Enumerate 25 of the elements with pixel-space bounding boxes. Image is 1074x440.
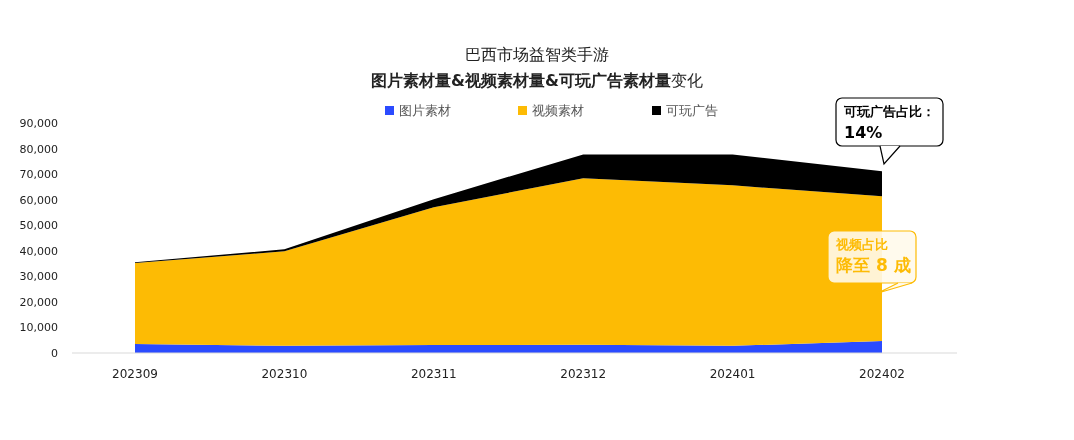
legend-label: 视频素材 bbox=[532, 103, 584, 118]
annotation: 视频占比 bbox=[835, 237, 888, 252]
y-tick-label: 70,000 bbox=[19, 168, 58, 182]
x-tick-label: 202401 bbox=[709, 367, 756, 381]
x-tick-label: 202309 bbox=[112, 367, 158, 381]
x-tick-label: 202310 bbox=[261, 367, 308, 381]
chart-title: 巴西市场益智类手游 bbox=[465, 45, 609, 64]
y-tick-label: 60,000 bbox=[19, 193, 58, 207]
annotation: 14% bbox=[844, 123, 883, 142]
y-tick-label: 50,000 bbox=[19, 219, 58, 233]
y-tick-label: 10,000 bbox=[19, 321, 58, 335]
y-tick-label: 90,000 bbox=[19, 117, 58, 130]
x-tick-label: 202311 bbox=[410, 367, 457, 381]
y-tick-label: 40,000 bbox=[19, 244, 58, 258]
y-tick-label: 20,000 bbox=[19, 295, 58, 309]
x-tick-label: 202312 bbox=[560, 367, 607, 381]
x-tick-label: 202402 bbox=[859, 367, 905, 381]
legend-label: 图片素材 bbox=[399, 103, 451, 118]
y-tick-label: 80,000 bbox=[19, 142, 58, 156]
text: 可玩广告占比： bbox=[843, 104, 935, 119]
y-tick-label: 30,000 bbox=[19, 270, 58, 284]
chart-subtitle: 图片素材量&视频素材量&可玩广告素材量变化 bbox=[371, 71, 703, 90]
y-tick-label: 0 bbox=[51, 347, 58, 360]
annotation: 降至 8 成 bbox=[836, 255, 911, 275]
legend-label: 可玩广告 bbox=[666, 103, 718, 118]
